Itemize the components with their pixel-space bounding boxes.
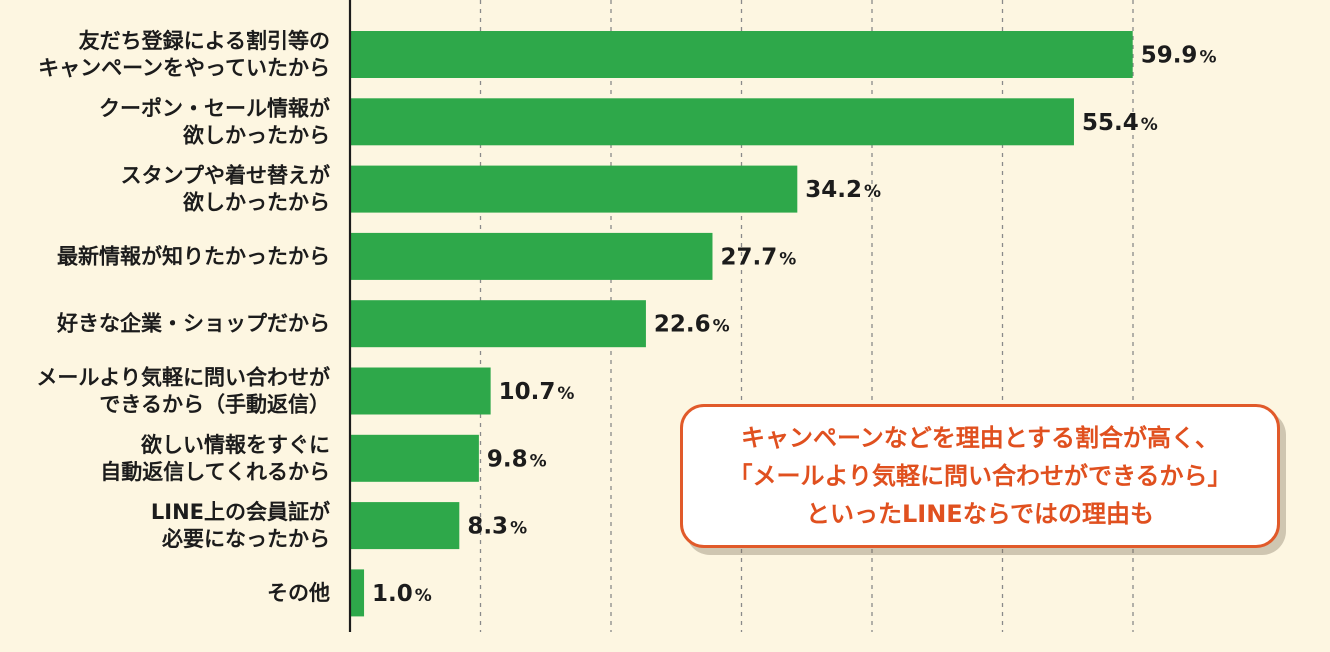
data-label-value: 1.0: [372, 581, 413, 607]
callout-line-1: キャンペーンなどを理由とする割合が高く、: [740, 424, 1220, 452]
category-label-line: 必要になったから: [162, 527, 330, 551]
bar: [351, 31, 1133, 78]
data-label: 27.7%: [720, 244, 796, 270]
category-label-line: 自動返信してくれるから: [100, 460, 330, 484]
bar: [351, 434, 479, 482]
category-label: 好きな企業・ショップだから: [56, 312, 330, 336]
data-label-unit: %: [713, 317, 730, 337]
callout-box: キャンペーンなどを理由とする割合が高く、 「メールより気軽に問い合わせができるか…: [680, 404, 1280, 548]
data-label-value: 55.4: [1082, 110, 1139, 136]
data-label-value: 34.2: [805, 177, 862, 203]
data-label: 22.6%: [654, 312, 730, 338]
data-label-unit: %: [779, 249, 796, 269]
category-label: 欲しい情報をすぐに自動返信してくれるから: [100, 433, 330, 484]
bar: [351, 569, 365, 617]
data-label-unit: %: [864, 182, 881, 202]
data-label-unit: %: [1141, 115, 1158, 135]
data-label-value: 59.9: [1141, 43, 1198, 69]
data-label: 10.7%: [499, 379, 575, 405]
data-label: 9.8%: [487, 446, 547, 472]
bar: [351, 232, 713, 280]
category-label-line: 最新情報が知りたかったから: [57, 244, 330, 268]
data-label-unit: %: [510, 519, 527, 539]
data-label-value: 10.7: [499, 379, 556, 405]
data-label-value: 27.7: [720, 244, 777, 270]
data-label-unit: %: [557, 384, 574, 404]
category-label: スタンプや着せ替えが欲しかったから: [121, 164, 330, 215]
category-label-line: 友だち登録による割引等の: [79, 29, 330, 53]
data-label-unit: %: [530, 451, 547, 471]
category-label-line: キャンペーンをやっていたから: [38, 56, 330, 80]
category-label-line: その他: [267, 581, 330, 605]
bar: [351, 300, 646, 348]
data-label-value: 8.3: [467, 514, 508, 540]
data-label-unit: %: [415, 586, 432, 606]
category-label-line: できるから（手動返信）: [99, 393, 330, 417]
category-label-line: 欲しい情報をすぐに: [140, 433, 330, 457]
category-label: 最新情報が知りたかったから: [57, 244, 330, 268]
category-label-line: 欲しかったから: [182, 123, 330, 147]
category-label-line: クーポン・セール情報が: [99, 96, 330, 120]
data-label: 55.4%: [1082, 110, 1158, 136]
data-label-value: 9.8: [487, 446, 528, 472]
callout-line-2: 「メールより気軽に問い合わせができるから」: [728, 462, 1232, 490]
category-label-line: 好きな企業・ショップだから: [56, 312, 330, 336]
data-label-unit: %: [1199, 48, 1216, 68]
bar: [351, 165, 798, 213]
category-label-line: LINE上の会員証が: [151, 500, 330, 524]
bar: [351, 367, 491, 415]
category-label-line: 欲しかったから: [182, 191, 330, 215]
data-label: 8.3%: [467, 514, 527, 540]
category-label: その他: [267, 581, 330, 605]
category-label-line: スタンプや着せ替えが: [121, 164, 330, 188]
category-label: 友だち登録による割引等のキャンペーンをやっていたから: [38, 29, 330, 80]
bar: [351, 98, 1074, 146]
callout-line-3: といったLINEならではの理由も: [806, 500, 1154, 528]
data-label: 34.2%: [805, 177, 881, 203]
category-label: メールより気軽に問い合わせができるから（手動返信）: [36, 366, 330, 417]
category-label: クーポン・セール情報が欲しかったから: [99, 96, 330, 147]
data-label: 1.0%: [372, 581, 432, 607]
data-label-value: 22.6: [654, 312, 711, 338]
data-label: 59.9%: [1141, 43, 1217, 69]
category-label: LINE上の会員証が必要になったから: [151, 500, 330, 551]
bar: [351, 502, 460, 550]
category-label-line: メールより気軽に問い合わせが: [36, 366, 330, 390]
